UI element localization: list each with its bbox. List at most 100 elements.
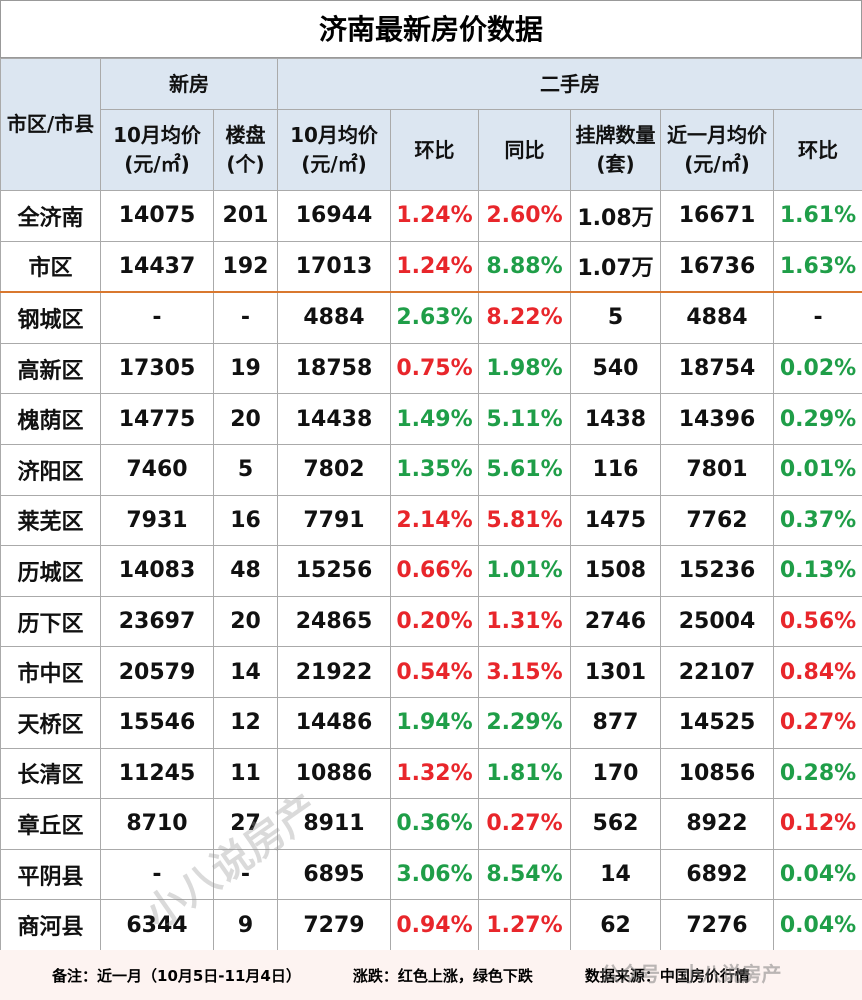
cell: 3.06% [390,848,479,901]
cell: 0.27% [478,798,571,850]
cell: 0.66% [390,545,479,597]
cell: 1.63% [772,240,862,294]
cell: 16671 [660,190,774,242]
cell: 14 [213,646,278,698]
table-row: 济阳区 7460 5 7802 1.35% 5.61% 116 7801 0.01% [0,443,862,496]
cell: 全济南 [0,190,101,242]
cell: 4884 [277,291,391,344]
cell: 24865 [277,595,391,648]
cell: 7931 [100,494,214,547]
cell: 14437 [100,240,214,294]
cell: 0.29% [772,393,862,445]
cell: 0.02% [772,342,862,395]
cell: 62 [570,899,661,951]
cell: 1.27% [478,899,571,951]
cell: 8710 [100,798,214,850]
cell: 0.04% [772,899,862,951]
cell: 2.14% [390,494,479,547]
header-cell: 环比 [772,109,862,191]
cell: 0.56% [772,595,862,648]
cell: 16736 [660,240,774,294]
cell: 5 [213,443,278,496]
cell: 1.81% [478,747,571,800]
footer-note: 数据来源：中国房价行情 [584,966,750,985]
table-row: 高新区 17305 19 18758 0.75% 1.98% 540 18754 0.02% [0,342,862,395]
header-cell: 环比 [390,109,479,191]
header-cell: 市区/市县 [0,58,101,191]
cell: 14525 [660,696,774,749]
cell: 2.63% [390,291,479,344]
header-cell: 挂牌数量(套) [570,109,661,191]
cell: 14 [570,848,661,901]
footer: 备注：近一月（10月5日-11月4日） 涨跌：红色上涨，绿色下跌 数据来源：中国房价… [0,950,862,1000]
cell: 540 [570,342,661,395]
cell: 10886 [277,747,391,800]
watermark: 公众号 · 小八说房产 [600,962,782,986]
cell: 5 [570,291,661,344]
cell: 116 [570,443,661,496]
cell: 济阳区 [0,443,101,496]
cell: 14396 [660,393,774,445]
cell: 1.24% [390,190,479,242]
cell: 22107 [660,646,774,698]
cell: 1.98% [478,342,571,395]
cell: 192 [213,240,278,294]
cell: 0.37% [772,494,862,547]
cell: 15256 [277,545,391,597]
header-cell: 二手房 [276,58,862,110]
cell: 11 [213,747,278,800]
cell: 8922 [660,798,774,850]
cell: 6895 [277,848,391,901]
cell: 历城区 [0,545,101,597]
footer-note: 涨跌：红色上涨，绿色下跌 [352,966,533,985]
cell: 12 [213,696,278,749]
cell: 14775 [100,393,214,445]
header-cell: 同比 [478,109,571,191]
cell: 20 [213,595,278,648]
header-cell: 新房 [100,58,278,110]
table-row: 历下区 23697 20 24865 0.20% 1.31% 2746 25004 0.56% [0,595,862,648]
cell: 1.31% [478,595,571,648]
cell: 0.94% [390,899,479,951]
cell: 7460 [100,443,214,496]
cell: 18758 [277,342,391,395]
cell: 1475 [570,494,661,547]
cell: 1508 [570,545,661,597]
cell: 0.36% [390,798,479,850]
cell: 1.35% [390,443,479,496]
table-row: 全济南 14075 201 16944 1.24% 2.60% 1.08万 16671 1.61… [0,190,862,242]
table-row: 章丘区 8710 27 8911 0.36% 0.27% 562 8922 0.12% [0,798,862,850]
cell: - [213,291,278,344]
cell: 0.01% [772,443,862,496]
table-row: 槐荫区 14775 20 14438 1.49% 5.11% 1438 14396 0.29% [0,393,862,445]
cell: 5.61% [478,443,571,496]
cell: 7762 [660,494,774,547]
cell: 平阴县 [0,848,101,901]
cell: 莱芜区 [0,494,101,547]
cell: 5.81% [478,494,571,547]
cell: 3.15% [478,646,571,698]
cell: 7276 [660,899,774,951]
table-row: 平阴县 - -6895 3.06% 8.54% 14 6892 0.04% [0,848,862,901]
cell: 高新区 [0,342,101,395]
cell: 2.29% [478,696,571,749]
header-cell: 楼盘(个) [213,109,278,191]
cell: 0.04% [772,848,862,901]
cell: - [100,291,214,344]
cell: 7279 [277,899,391,951]
cell: 27 [213,798,278,850]
cell: 0.20% [390,595,479,648]
table-row: 钢城区 - -4884 2.63% 8.22% 5 4884- [0,291,862,344]
cell: 市区 [0,240,101,294]
table-row: 天桥区 15546 12 14486 1.94% 2.29% 877 14525 0.27% [0,696,862,749]
cell: 5.11% [478,393,571,445]
cell: 18754 [660,342,774,395]
cell: 16 [213,494,278,547]
cell: 20579 [100,646,214,698]
cell: 1.01% [478,545,571,597]
price-table: 市区/市县 新房 二手房 10月均价(元/㎡) 楼盘(个) 10月均价(元/㎡) 环比… [0,58,862,951]
cell: 23697 [100,595,214,648]
cell: 1.61% [772,190,862,242]
cell: 1.07万 [570,240,661,294]
cell: 15546 [100,696,214,749]
